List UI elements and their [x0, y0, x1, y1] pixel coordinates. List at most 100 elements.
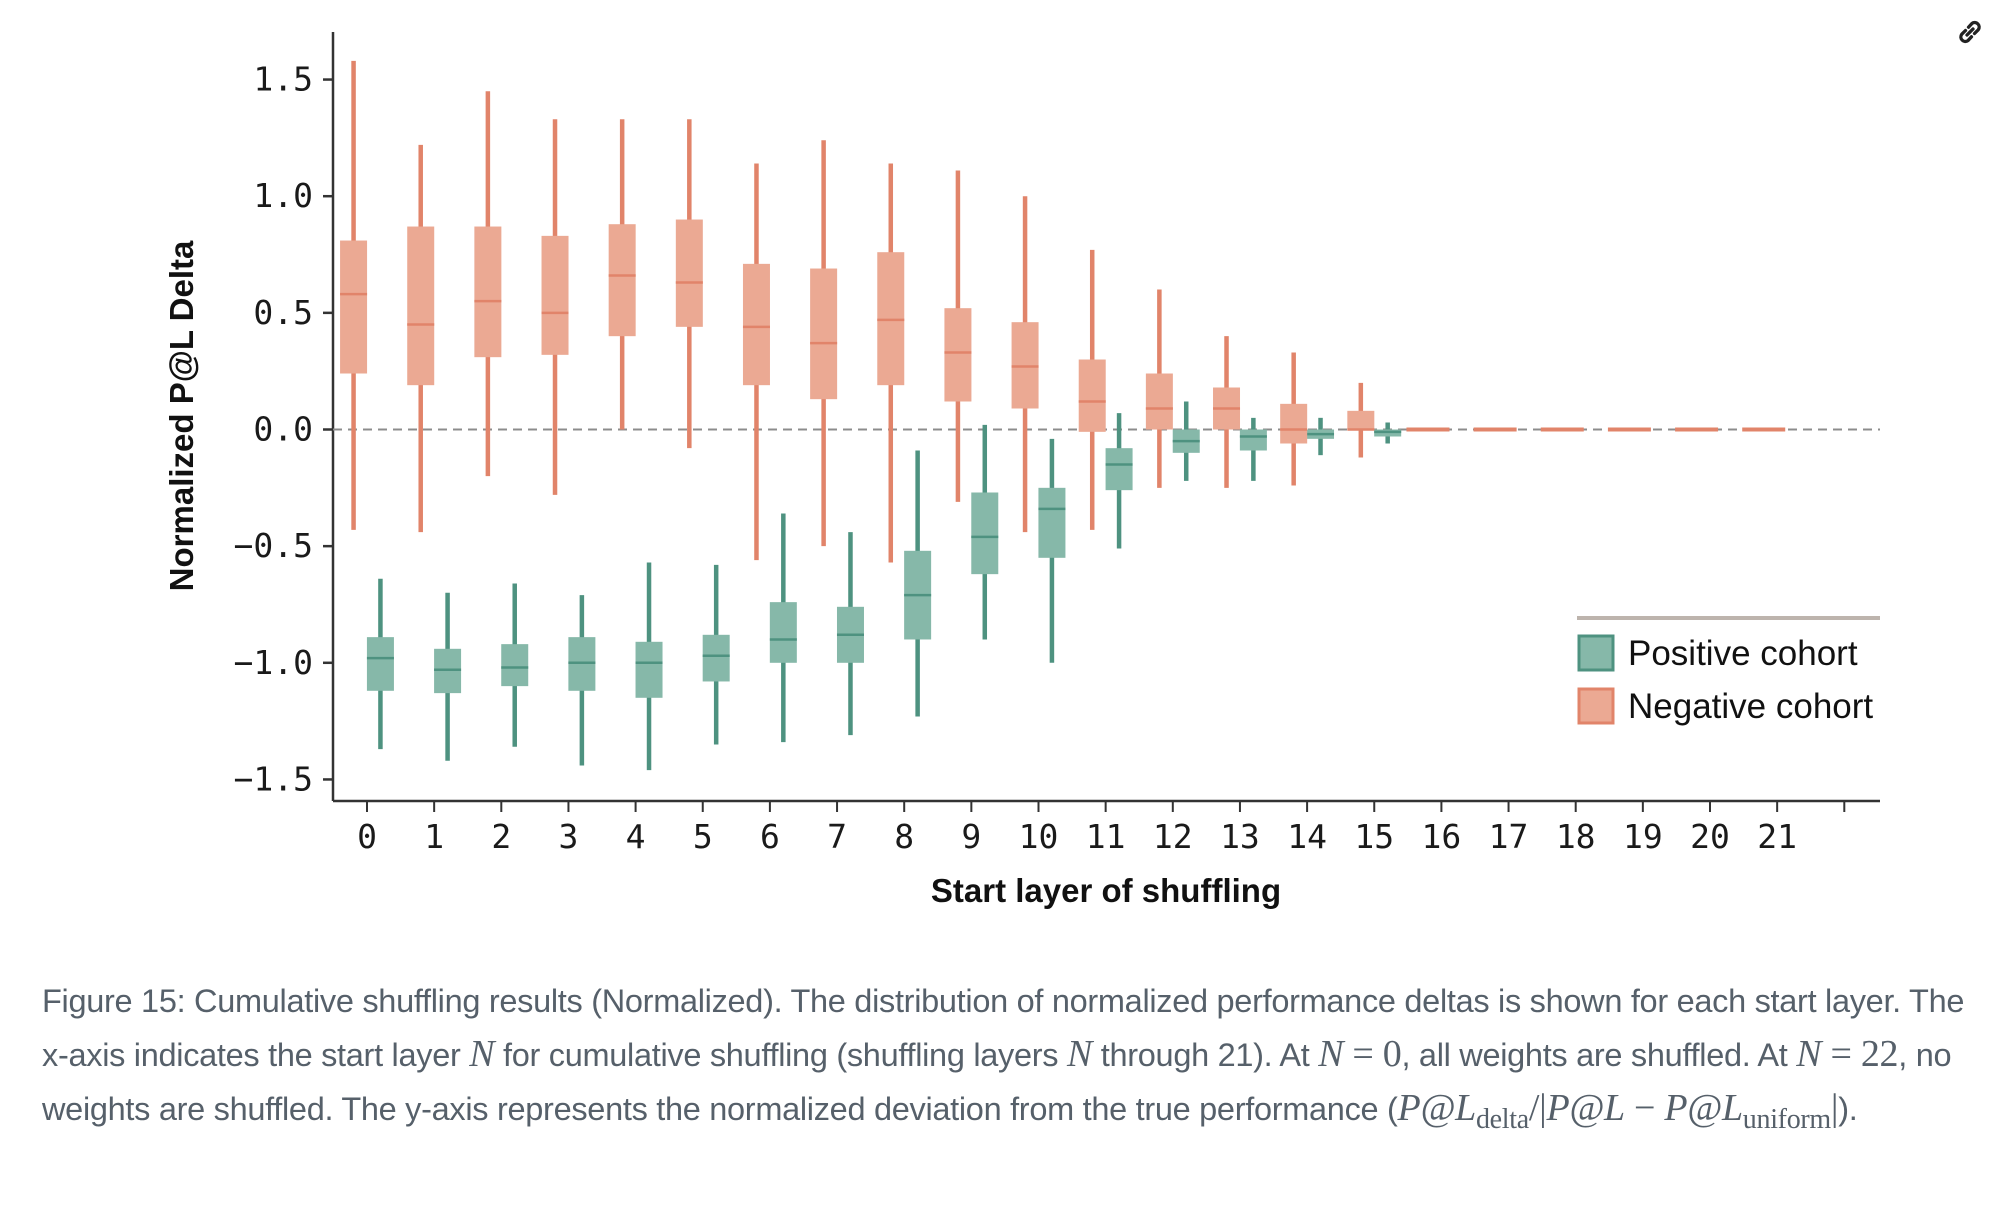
caption-math-n: N [1796, 1033, 1822, 1075]
x-tick-label: 13 [1220, 817, 1260, 856]
x-tick-label: 14 [1287, 817, 1327, 856]
box-layer-1 [434, 592, 462, 761]
caption-text-6: ). [1838, 1091, 1858, 1127]
x-tick-label: 21 [1757, 817, 1797, 856]
x-tick-label: 11 [1086, 817, 1126, 856]
y-tick-label: 0.5 [253, 293, 313, 332]
caption-text-1: Figure 15: Cumulative shuffling results … [42, 983, 1965, 1073]
positive-cohort-series [366, 401, 1402, 771]
caption-formula-pl: P@L [1397, 1087, 1477, 1129]
box-iqr [810, 268, 838, 400]
box-layer-7 [836, 532, 864, 736]
caption-text-2: for cumulative shuffling (shuffling laye… [494, 1037, 1067, 1073]
box-iqr [635, 641, 663, 698]
caption-formula-pl: P@L [1664, 1087, 1743, 1129]
figure-caption: Figure 15: Cumulative shuffling results … [42, 975, 1987, 1136]
box-iqr [608, 224, 636, 337]
x-tick-label: 8 [894, 817, 914, 856]
caption-formula-pl: P@L [1546, 1087, 1625, 1129]
box-layer-8 [877, 163, 905, 563]
box-layer-7 [810, 140, 838, 547]
box-layer-10 [1038, 438, 1066, 663]
caption-formula-div: /| [1528, 1087, 1547, 1129]
box-layer-10 [1011, 196, 1039, 533]
x-tick-label: 2 [491, 817, 511, 856]
x-axis: 0 1 2 3 4 5 6 7 8 9 10 11 12 13 14 15 16 17 18 19 20 21 [333, 799, 1880, 856]
x-tick-label: 9 [961, 817, 981, 856]
caption-math-n: N [1066, 1033, 1093, 1075]
x-tick-label: 6 [760, 817, 780, 856]
box-layer-0 [340, 60, 368, 530]
x-tick-label: 10 [1019, 817, 1059, 856]
box-layer-13 [1213, 336, 1241, 488]
negative-cohort-series [340, 60, 1786, 563]
legend: Positive cohort Negative cohort [1577, 616, 1880, 726]
box-layer-9 [971, 424, 999, 640]
y-tick-label: 0.0 [253, 410, 313, 449]
box-iqr [944, 308, 972, 402]
box-iqr [1347, 410, 1375, 430]
x-tick-label: 17 [1489, 817, 1529, 856]
box-layer-12 [1172, 401, 1200, 481]
link-icon[interactable] [1952, 14, 1988, 50]
box-layer-3 [568, 595, 596, 766]
box-layer-14 [1307, 417, 1335, 456]
box-iqr [1239, 429, 1267, 451]
x-tick-label: 3 [559, 817, 579, 856]
box-iqr [769, 602, 797, 663]
legend-swatch-positive [1577, 634, 1615, 672]
x-tick-label: 20 [1690, 817, 1730, 856]
caption-text-4: , all weights are shuffled. At [1401, 1037, 1797, 1073]
y-tick-label: −1.5 [234, 759, 313, 798]
caption-text-3: through 21). At [1092, 1037, 1319, 1073]
y-axis: 1.5 1.0 0.5 0.0 −0.5 −1.0 −1.5 [234, 32, 335, 801]
box-iqr [1145, 373, 1173, 430]
x-tick-label: 5 [693, 817, 713, 856]
box-iqr [742, 263, 770, 386]
box-iqr [1038, 487, 1066, 558]
x-tick-label: 1 [424, 817, 444, 856]
caption-math-n: N [469, 1033, 495, 1075]
box-layer-8 [904, 450, 932, 717]
caption-text-5: , no weights are shuffled. The y-axis re… [42, 1037, 1952, 1127]
legend-label-positive: Positive cohort [1628, 634, 1858, 673]
y-tick-label: −0.5 [234, 526, 313, 565]
caption-math-n: N [1318, 1033, 1344, 1075]
box-layer-5 [675, 119, 703, 449]
box-iqr [675, 219, 703, 327]
caption-math-eq0: = 0 [1343, 1033, 1402, 1075]
box-layer-4 [608, 119, 636, 430]
x-tick-label: 4 [626, 817, 646, 856]
box-layer-0 [366, 578, 394, 750]
box-layer-4 [635, 562, 663, 771]
x-tick-label: 15 [1354, 817, 1394, 856]
box-layer-11 [1078, 249, 1106, 530]
box-layer-15 [1347, 382, 1375, 458]
box-layer-2 [501, 583, 529, 747]
x-tick-label: 12 [1153, 817, 1193, 856]
y-tick-label: 1.0 [253, 176, 313, 215]
caption-formula-minus: − [1624, 1087, 1665, 1129]
box-layer-1 [407, 144, 435, 533]
box-layer-15 [1374, 422, 1402, 444]
box-iqr [1105, 448, 1133, 491]
caption-math-eq22: = 22 [1821, 1033, 1899, 1075]
box-iqr [971, 492, 999, 575]
box-layer-12 [1145, 289, 1173, 488]
y-tick-label: −1.0 [234, 643, 313, 682]
x-tick-label: 19 [1623, 817, 1663, 856]
box-layer-2 [474, 91, 502, 477]
box-iqr [340, 240, 368, 374]
box-iqr [366, 637, 394, 691]
box-layer-11 [1105, 413, 1133, 549]
box-layer-5 [702, 564, 730, 745]
box-layer-13 [1239, 417, 1267, 481]
x-axis-title: Start layer of shuffling [931, 872, 1281, 909]
box-iqr [702, 634, 730, 682]
box-layer-3 [541, 119, 569, 495]
boxplot-chart: 1.51.00.50.0−0.5−1.0−1.5 0 1 2 3 4 5 6 7 8 9 10 11 1… [163, 32, 1880, 909]
box-series [340, 60, 1786, 771]
legend-label-negative: Negative cohort [1628, 687, 1873, 726]
box-layer-6 [769, 513, 797, 743]
x-tick-label: 18 [1556, 817, 1596, 856]
